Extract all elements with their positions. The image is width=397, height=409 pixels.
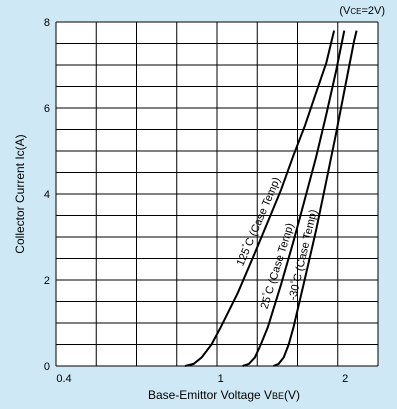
y-tick-label: 0 (44, 361, 50, 373)
y-tick-label: 4 (44, 189, 50, 201)
y-tick-labels: 0 2 4 6 8 (44, 17, 50, 373)
x-tick-label: 2 (342, 373, 348, 385)
series-line (272, 30, 358, 367)
grid (55, 21, 379, 367)
x-tick-label: 1 (218, 373, 224, 385)
y-tick-label: 2 (44, 275, 50, 287)
y-tick-label: 8 (44, 17, 50, 29)
series-line (184, 30, 336, 367)
x-tick-label: 0.4 (56, 373, 71, 385)
y-tick-label: 6 (44, 103, 50, 115)
curves (184, 30, 358, 367)
x-axis-title: Base-Emittor Voltage VBE(V) (148, 388, 300, 402)
y-axis-title: Collector Current Ic(A) (13, 134, 27, 253)
series-line (242, 30, 346, 367)
x-tick-labels: 0.4 1 2 (56, 373, 348, 385)
condition-label: (VCE=2V) (339, 5, 385, 17)
